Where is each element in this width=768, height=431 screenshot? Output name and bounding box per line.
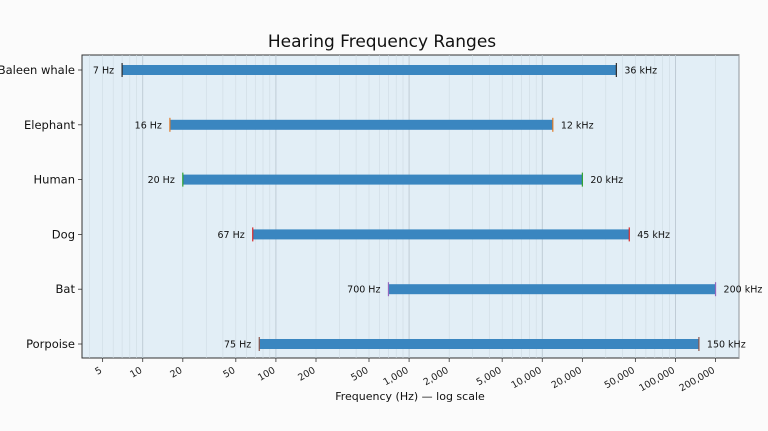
x-tick-label: 1,000 — [382, 365, 411, 388]
x-tick-label: 50 — [221, 365, 237, 381]
x-axis-label: Frequency (Hz) — log scale — [335, 390, 485, 403]
x-tick-label: 5,000 — [475, 365, 504, 388]
range-bar — [259, 339, 699, 349]
range-low-label: 16 Hz — [135, 120, 162, 131]
range-bar — [169, 119, 553, 130]
x-tick-label: 200,000 — [678, 365, 718, 394]
x-tick-label: 50,000 — [603, 365, 637, 391]
x-tick-label: 10 — [128, 365, 144, 381]
x-tick-label: 20 — [168, 365, 184, 381]
x-tick-label: 2,000 — [422, 365, 451, 388]
category-label: Bat — [56, 282, 76, 296]
category-label: Baleen whale — [0, 63, 75, 77]
x-tick-label: 5 — [93, 365, 104, 378]
chart-title: Hearing Frequency Ranges — [268, 32, 496, 52]
x-axis-ticks: 5 10 20 50 100 200 500 1,000 2,000 5,000 10,000 20,… — [93, 358, 717, 394]
range-low-label: 75 Hz — [224, 340, 251, 351]
x-tick-label: 100,000 — [637, 365, 677, 394]
range-bar — [252, 229, 630, 240]
x-tick-label: 500 — [349, 365, 370, 384]
category-label: Human — [34, 173, 75, 187]
plot-area — [81, 54, 740, 359]
range-low-label: 20 Hz — [148, 175, 175, 186]
x-tick-label: 200 — [296, 365, 317, 384]
category-label: Porpoise — [26, 337, 75, 351]
x-tick-label: 10,000 — [509, 365, 543, 391]
range-bar — [122, 65, 617, 75]
range-bar — [182, 174, 583, 185]
range-high-label: 36 kHz — [624, 66, 657, 77]
range-high-label: 45 kHz — [637, 230, 670, 241]
range-high-label: 12 kHz — [561, 120, 594, 131]
range-low-label: 67 Hz — [217, 230, 244, 241]
category-labels: Baleen whale Elephant Human Dog Bat Porpoise — [0, 63, 82, 351]
x-tick-label: 20,000 — [550, 365, 584, 391]
x-tick-label: 100 — [256, 365, 277, 384]
range-high-label: 150 kHz — [707, 340, 746, 351]
category-label: Dog — [52, 227, 75, 241]
range-bars: 7 Hz 36 kHz 16 Hz 12 kHz 20 Hz 20 kHz 67 Hz 45 … — [93, 63, 762, 351]
range-bar — [388, 284, 716, 295]
category-label: Elephant — [24, 118, 75, 132]
range-high-label: 20 kHz — [590, 175, 623, 186]
range-low-label: 700 Hz — [347, 285, 380, 296]
gridlines — [89, 55, 740, 358]
range-low-label: 7 Hz — [93, 66, 114, 77]
range-high-label: 200 kHz — [724, 285, 763, 296]
